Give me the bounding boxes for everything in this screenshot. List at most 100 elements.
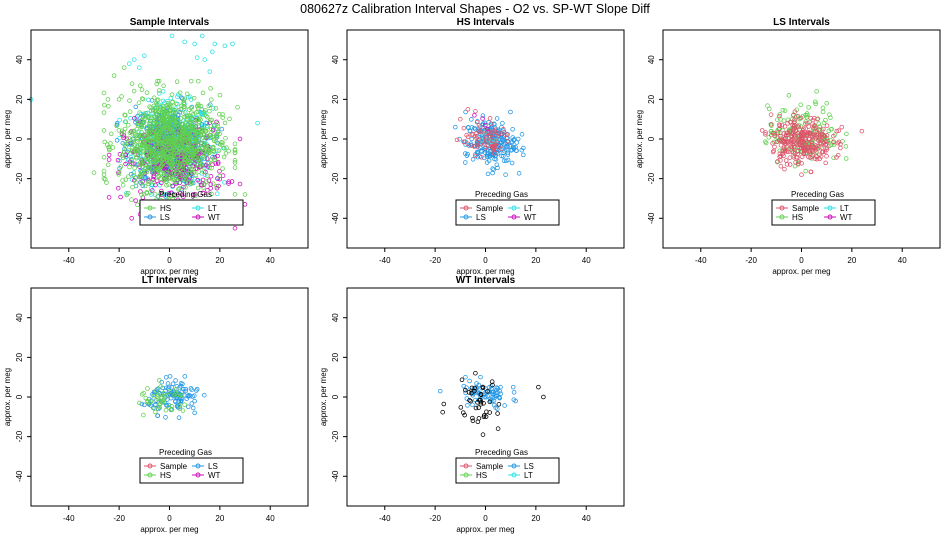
data-point: [479, 132, 485, 138]
data-point: [792, 144, 797, 150]
data-point: [142, 163, 148, 168]
data-point: [131, 172, 136, 178]
data-point: [473, 109, 478, 114]
data-point: [176, 415, 182, 420]
data-point: [158, 104, 164, 110]
data-point: [464, 385, 469, 390]
data-point: [129, 161, 134, 167]
data-point: [202, 181, 207, 187]
data-point: [146, 179, 151, 185]
data-point: [812, 126, 817, 131]
data-point: [795, 114, 801, 119]
data-point: [501, 126, 506, 132]
data-point: [184, 396, 189, 401]
legend-label: WT: [840, 213, 853, 222]
data-point: [125, 122, 131, 128]
x-axis-label: approx. per meg: [140, 267, 198, 276]
legend-entry-WT: WT: [192, 471, 221, 480]
data-point: [160, 127, 166, 133]
data-point: [484, 160, 490, 165]
data-point: [118, 194, 123, 200]
series-LS: [437, 374, 518, 411]
legend-entry-WT: WT: [824, 213, 853, 222]
data-point: [478, 392, 484, 398]
data-point: [501, 150, 506, 155]
legend-box: [139, 457, 244, 484]
data-point: [196, 139, 201, 144]
data-point: [119, 153, 125, 158]
data-point: [759, 128, 765, 133]
data-point: [216, 148, 222, 153]
data-point: [222, 43, 228, 49]
data-point: [174, 128, 180, 133]
scatter-panel-3: LS Intervals -40 -20 0 20 40 -40 -20 0 20 40 approx…: [635, 17, 941, 276]
data-point: [478, 124, 483, 129]
data-point: [196, 157, 201, 163]
data-point: [137, 400, 142, 406]
data-point: [783, 132, 789, 138]
data-point: [510, 384, 516, 390]
data-point: [155, 97, 161, 103]
data-point: [821, 126, 826, 132]
data-point: [142, 139, 147, 144]
data-point: [190, 126, 196, 132]
data-point: [220, 140, 225, 145]
data-point: [210, 106, 216, 111]
data-point: [173, 109, 179, 115]
data-point: [485, 389, 490, 394]
data-point: [494, 116, 500, 121]
data-point: [128, 115, 133, 121]
data-point: [167, 389, 172, 394]
legend-label: LS: [476, 213, 486, 222]
data-point: [152, 114, 157, 119]
data-point: [195, 101, 201, 107]
data-point: [193, 124, 199, 129]
data-point: [122, 142, 127, 147]
data-point: [190, 405, 196, 411]
data-point: [135, 120, 141, 126]
data-point: [777, 122, 782, 127]
data-point: [181, 387, 186, 392]
data-point: [465, 151, 470, 157]
data-point: [160, 156, 166, 161]
data-point: [490, 382, 495, 388]
y-tick-label: 0: [15, 394, 24, 399]
data-point: [203, 108, 208, 113]
data-point: [201, 169, 207, 174]
data-point: [441, 401, 447, 407]
data-point: [795, 152, 800, 157]
data-point: [230, 41, 235, 47]
x-tick-label: 0: [483, 256, 488, 265]
data-point: [143, 175, 149, 181]
data-point: [154, 388, 159, 394]
data-point: [151, 103, 157, 109]
series-LT: [479, 129, 499, 145]
data-point: [769, 122, 774, 127]
data-point: [169, 33, 175, 39]
data-point: [766, 135, 772, 140]
data-point: [116, 97, 122, 102]
data-point: [155, 78, 160, 84]
x-tick-label: 20: [215, 514, 224, 523]
data-point: [172, 150, 178, 155]
data-point: [168, 149, 174, 155]
data-point: [498, 132, 504, 138]
data-point: [508, 109, 513, 115]
data-point: [189, 145, 194, 150]
data-point: [171, 113, 176, 119]
scatter-panel-1: Sample Intervals -40 -20 0 20 40 -40 -20 0 20 40 ap…: [3, 17, 309, 276]
data-point: [775, 159, 780, 164]
y-tick-label: 20: [647, 94, 656, 103]
data-point: [490, 166, 495, 171]
data-point: [792, 117, 797, 123]
data-point: [143, 395, 149, 401]
data-point: [795, 138, 800, 143]
data-point: [823, 142, 828, 148]
data-point: [458, 405, 464, 410]
legend-box: [771, 199, 876, 226]
data-point: [167, 104, 172, 110]
data-point: [108, 131, 114, 137]
data-point: [139, 173, 144, 179]
data-point: [805, 112, 810, 118]
data-point: [794, 114, 799, 119]
